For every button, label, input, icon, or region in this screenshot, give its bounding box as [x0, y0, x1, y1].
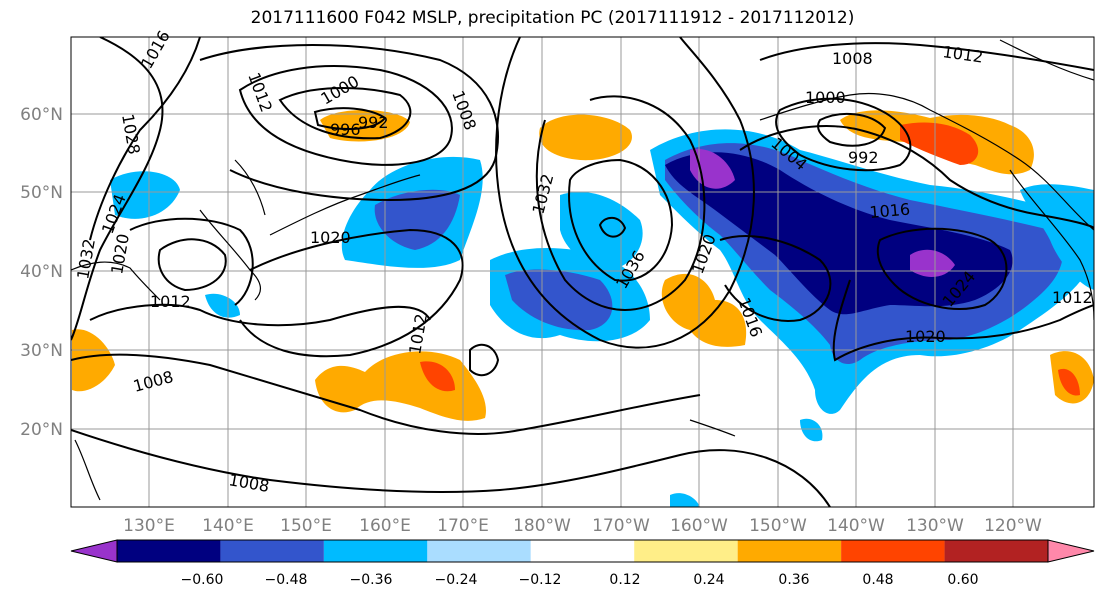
longitude-labels: 130°E 140°E 150°E 160°E 170°E 180°W 170°… — [123, 516, 1042, 536]
colorbar-cell — [427, 540, 531, 562]
colorbar-tick-label: 0.48 — [862, 572, 893, 588]
lon-label: 130°E — [123, 516, 175, 536]
isobar-label: 1020 — [905, 327, 946, 346]
lat-label: 30°N — [20, 341, 63, 361]
colorbar-cell — [117, 540, 221, 562]
colorbar-cell — [944, 540, 1048, 562]
colorbar-tick-label: 0.24 — [693, 572, 724, 588]
colorbar-cell — [841, 540, 945, 562]
map-frame — [70, 36, 1095, 508]
map-title: 2017111600 F042 MSLP, precipitation PC (… — [250, 8, 855, 28]
colorbar-cell — [737, 540, 842, 562]
lon-label: 120°W — [984, 516, 1042, 536]
lat-label: 60°N — [20, 105, 63, 125]
graticule — [71, 37, 1094, 507]
colorbar-tick-label: 0.60 — [947, 572, 978, 588]
isobar-label: 1008 — [832, 49, 873, 68]
colorbar-cell — [323, 540, 428, 562]
lon-label: 150°E — [280, 516, 332, 536]
lon-label: 140°W — [827, 516, 885, 536]
isobar-label: 1012 — [150, 292, 191, 311]
colorbar-cell — [530, 540, 635, 562]
latitude-labels: 60°N 50°N 40°N 30°N 20°N — [20, 105, 63, 440]
colorbar-tick-label: −0.60 — [181, 572, 224, 588]
isobar-label: 1000 — [805, 88, 846, 107]
colorbar-tick-label: −0.12 — [519, 572, 562, 588]
colorbar-tick-label: 0.36 — [778, 572, 809, 588]
lon-label: 150°W — [749, 516, 807, 536]
positive-precip-areas — [72, 110, 1094, 421]
colorbar-tick-label: −0.36 — [350, 572, 393, 588]
isobar-label: 1016 — [869, 200, 911, 222]
isobar-label: 992 — [848, 148, 879, 167]
lat-label: 40°N — [20, 262, 63, 282]
lon-label: 170°W — [592, 516, 650, 536]
lat-label: 50°N — [20, 183, 63, 203]
colorbar-tick-label: −0.48 — [265, 572, 308, 588]
isobar-label: 992 — [358, 113, 389, 132]
lon-label: 170°E — [437, 516, 489, 536]
lon-label: 130°W — [906, 516, 964, 536]
isobar-label: 1012 — [1052, 288, 1093, 307]
colorbar-ticks: −0.60 −0.48 −0.36 −0.24 −0.12 0.12 0.24 … — [181, 572, 979, 588]
lon-label: 160°W — [670, 516, 728, 536]
isobars — [71, 37, 1094, 507]
lon-label: 180°W — [513, 516, 571, 536]
colorbar-right-arrow — [1047, 539, 1095, 563]
colorbar-left-arrow — [70, 539, 118, 563]
lon-label: 160°E — [359, 516, 411, 536]
lon-label: 140°E — [202, 516, 254, 536]
colorbar-cells — [116, 539, 1049, 563]
isobar-label: 996 — [330, 120, 361, 139]
colorbar-tick-label: −0.24 — [435, 572, 478, 588]
colorbar: −0.60 −0.48 −0.36 −0.24 −0.12 0.12 0.24 … — [70, 539, 1095, 588]
colorbar-tick-label: 0.12 — [609, 572, 640, 588]
colorbar-cell — [634, 540, 738, 562]
colorbar-cell — [220, 540, 324, 562]
isobar-label: 1020 — [310, 228, 351, 247]
lat-label: 20°N — [20, 420, 63, 440]
